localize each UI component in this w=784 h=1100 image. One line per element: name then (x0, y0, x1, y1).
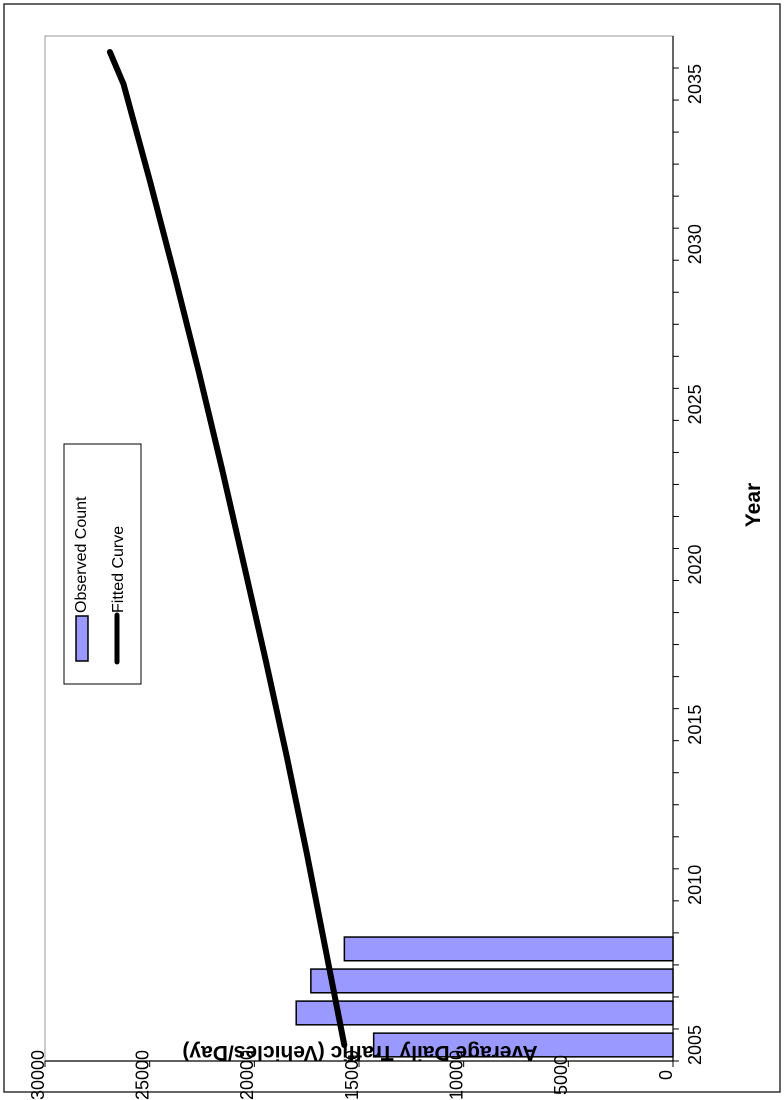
plot-area (44, 35, 674, 1062)
bar-observed-2007 (310, 968, 674, 994)
axes (44, 36, 679, 1067)
y-tick-label: 5000 (551, 1055, 571, 1095)
bar-observed-2008 (343, 936, 674, 962)
y-tick-label: 15000 (342, 1050, 362, 1100)
x-tick-label: 2010 (685, 865, 705, 905)
fitted-curve-line (106, 49, 348, 1048)
legend-swatch-observed (75, 615, 89, 662)
fitted-curve (106, 49, 348, 1048)
x-tick-label: 2015 (685, 705, 705, 745)
legend-label-observed: Observed Count (73, 496, 90, 613)
observed-bars (295, 936, 674, 1058)
x-tick-label: 2005 (685, 1025, 705, 1065)
x-tick-label: 2020 (685, 544, 705, 584)
x-tick-label: 2030 (685, 224, 705, 264)
legend: Observed Count Fitted Curve (63, 443, 142, 685)
y-tick-label: 10000 (446, 1050, 466, 1100)
y-axis-title: Average Daily Traffic (Vehicles/Day) (182, 1041, 537, 1064)
legend-label-fitted: Fitted Curve (110, 526, 127, 613)
x-axis-title: Year (742, 483, 765, 527)
y-tick-label: 30000 (28, 1050, 48, 1100)
y-tick-label: 0 (656, 1070, 676, 1080)
x-tick-label: 2035 (685, 64, 705, 104)
bar-observed-2005 (372, 1032, 674, 1058)
tick-labels: 2005 2010 2015 2020 2025 2030 2035 0 5000 10000 15… (28, 64, 705, 1100)
y-tick-label: 20000 (237, 1050, 257, 1100)
x-tick-label: 2025 (685, 384, 705, 424)
bar-observed-2006 (295, 1000, 674, 1026)
y-tick-label: 25000 (132, 1050, 152, 1100)
